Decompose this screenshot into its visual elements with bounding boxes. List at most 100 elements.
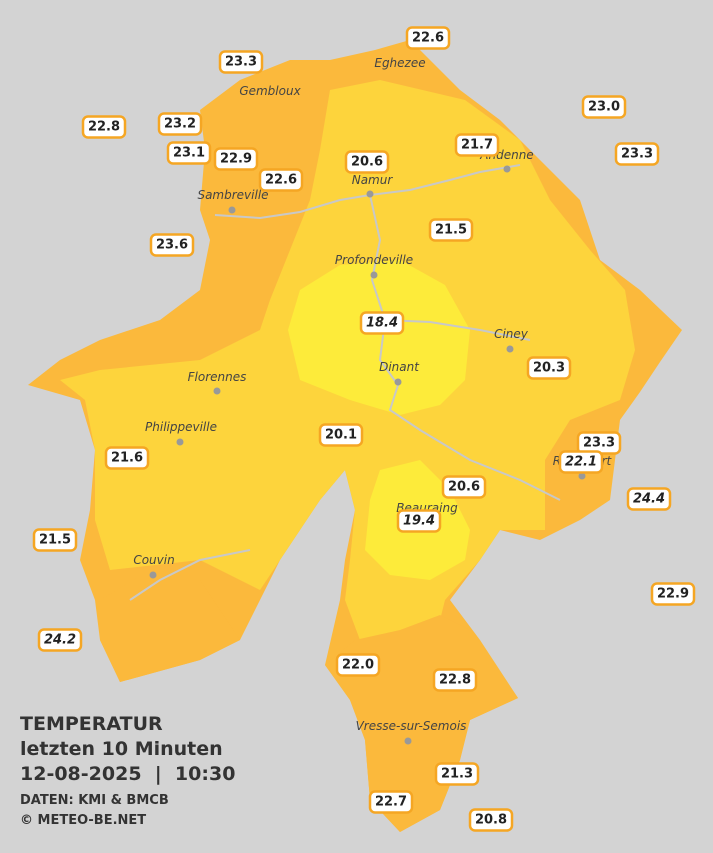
city-dot xyxy=(149,571,157,579)
station: 22.9 xyxy=(650,582,696,606)
city-label: Sambreville xyxy=(197,188,268,202)
station-value: 18.4 xyxy=(366,316,398,331)
station-box xyxy=(434,762,480,786)
station: 22.9 xyxy=(213,147,259,171)
station: 19.4 xyxy=(396,509,442,533)
station-value: 22.8 xyxy=(88,120,120,135)
station: 22.0 xyxy=(335,653,381,677)
station: 22.8 xyxy=(432,668,478,692)
station-box xyxy=(368,790,414,814)
station-value: 21.7 xyxy=(461,138,493,153)
station-box xyxy=(258,168,304,192)
station-value: 20.3 xyxy=(533,361,565,376)
station-value: 21.3 xyxy=(441,767,473,782)
title-block: TEMPERATUR letzten 10 Minuten 12-08-2025… xyxy=(20,713,235,828)
city-label: Eghezee xyxy=(374,56,425,70)
station: 23.0 xyxy=(581,95,627,119)
station-value: 21.5 xyxy=(435,223,467,238)
station-value: 24.4 xyxy=(633,492,665,507)
station: 20.8 xyxy=(468,808,514,832)
station-value: 23.3 xyxy=(621,147,653,162)
city-dot xyxy=(370,271,378,279)
city-dot xyxy=(578,472,586,480)
station-box xyxy=(335,653,381,677)
station: 23.6 xyxy=(149,233,195,257)
station-value: 22.9 xyxy=(220,152,252,167)
station-box xyxy=(558,450,604,474)
station-box xyxy=(614,142,660,166)
station-value: 24.2 xyxy=(44,633,76,648)
station: 20.6 xyxy=(344,150,390,174)
station: 21.5 xyxy=(32,528,78,552)
station: 22.6 xyxy=(405,26,451,50)
station-value: 23.3 xyxy=(583,436,615,451)
station-value: 22.8 xyxy=(439,673,471,688)
station-box xyxy=(344,150,390,174)
station: 20.1 xyxy=(318,423,364,447)
station: 23.2 xyxy=(157,112,203,136)
station-value: 21.6 xyxy=(111,451,143,466)
source: DATEN: KMI & BMCB xyxy=(20,793,169,808)
station: 21.5 xyxy=(428,218,474,242)
station-box xyxy=(441,475,487,499)
station-box xyxy=(149,233,195,257)
station-value: 20.6 xyxy=(448,480,480,495)
station-value: 22.9 xyxy=(657,587,689,602)
zone-bright-core xyxy=(288,260,470,415)
station: 22.6 xyxy=(258,168,304,192)
station-box xyxy=(454,133,500,157)
station-box xyxy=(166,141,212,165)
station-box xyxy=(526,356,572,380)
city-dot xyxy=(228,206,236,214)
station-box xyxy=(32,528,78,552)
station: 21.3 xyxy=(434,762,480,786)
station-box xyxy=(428,218,474,242)
city-dot xyxy=(176,438,184,446)
station-value: 23.6 xyxy=(156,238,188,253)
station: 20.3 xyxy=(526,356,572,380)
station-value: 22.6 xyxy=(412,31,444,46)
station-value: 20.1 xyxy=(325,428,357,443)
station-box xyxy=(432,668,478,692)
station-box xyxy=(581,95,627,119)
station: 23.3 xyxy=(614,142,660,166)
city-dot xyxy=(394,378,402,386)
station-box xyxy=(359,311,405,335)
station-value: 23.2 xyxy=(164,117,196,132)
title: TEMPERATUR xyxy=(20,713,163,735)
station-value: 23.1 xyxy=(173,146,205,161)
city-label: Florennes xyxy=(188,370,247,384)
station: 24.2 xyxy=(37,628,83,652)
station-value: 23.3 xyxy=(225,55,257,70)
city-dot xyxy=(366,190,374,198)
station-box xyxy=(218,50,264,74)
station: 22.7 xyxy=(368,790,414,814)
station-box xyxy=(626,487,672,511)
station-box xyxy=(213,147,259,171)
station-box xyxy=(37,628,83,652)
station-box xyxy=(104,446,150,470)
station-value: 20.6 xyxy=(351,155,383,170)
station-box xyxy=(468,808,514,832)
station: 23.3 xyxy=(218,50,264,74)
station: 23.1 xyxy=(166,141,212,165)
station: 20.6 xyxy=(441,475,487,499)
station-value: 21.5 xyxy=(39,533,71,548)
station-value: 23.0 xyxy=(588,100,620,115)
city-label: Dinant xyxy=(379,360,420,374)
station-box xyxy=(405,26,451,50)
station: 22.1 xyxy=(558,450,604,474)
station-box xyxy=(650,582,696,606)
station: 21.7 xyxy=(454,133,500,157)
city-label: Vresse-sur-Semois xyxy=(356,719,467,733)
subtitle: letzten 10 Minuten xyxy=(20,738,223,760)
stations: 22.6 23.3 23.0 22.8 23.2 21.7 23.1 22.9 20.6 23.3… xyxy=(32,26,696,832)
zone-orange-sw xyxy=(100,570,240,682)
city-label: Ciney xyxy=(494,327,529,341)
city-label: Couvin xyxy=(133,553,174,567)
station-value: 22.1 xyxy=(565,455,597,470)
datetime: 12-08-2025 | 10:30 xyxy=(20,763,235,785)
city-dot xyxy=(506,345,514,353)
station-value: 20.8 xyxy=(475,813,507,828)
